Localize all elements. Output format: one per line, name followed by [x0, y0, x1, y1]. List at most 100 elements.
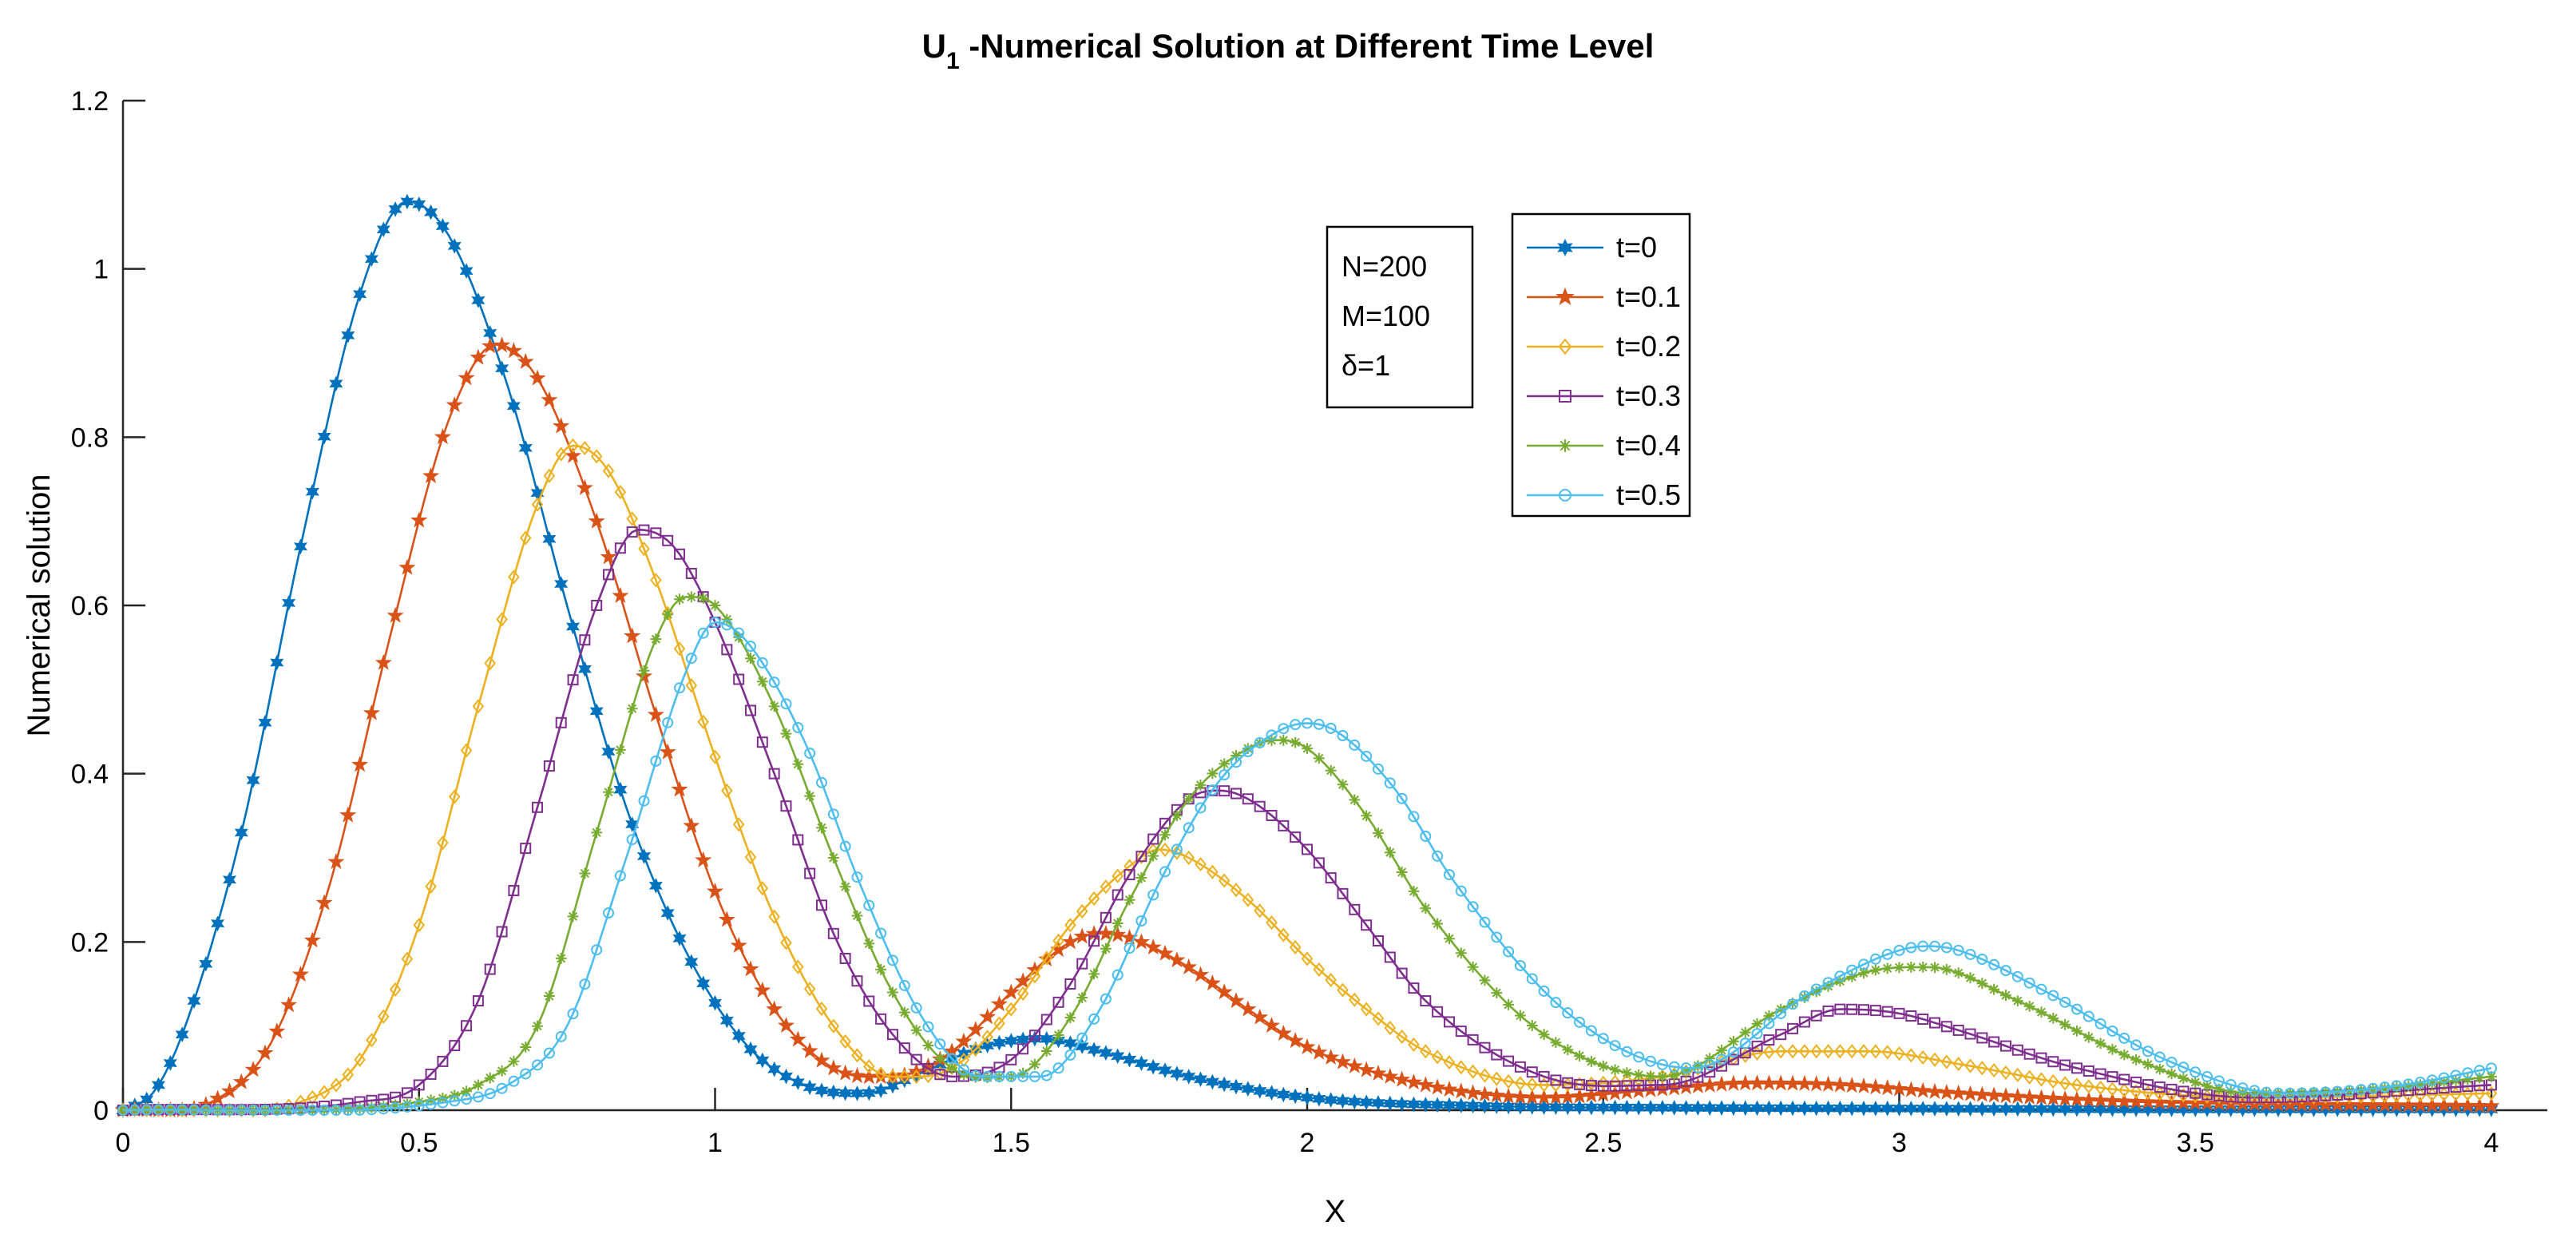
- data-point-marker: [117, 1105, 129, 1116]
- data-point-marker: [602, 463, 615, 478]
- data-point-marker: [2023, 1101, 2037, 1117]
- data-point-marker: [1633, 1069, 1645, 1081]
- data-point-marker: [496, 926, 508, 938]
- chart-title-subscript: 1: [946, 48, 960, 74]
- data-point-marker: [1156, 944, 1174, 961]
- data-point-marker: [1372, 934, 1384, 946]
- series-line: [122, 528, 2492, 1112]
- data-point-marker: [2307, 1101, 2321, 1117]
- data-point-marker: [496, 1082, 508, 1094]
- data-point-marker: [341, 327, 355, 343]
- data-point-marker: [1029, 1058, 1040, 1070]
- data-point-marker: [1964, 1058, 1976, 1073]
- data-point-marker: [1515, 1010, 1526, 1022]
- data-point-marker: [342, 1105, 354, 1116]
- data-point-marker: [1680, 1062, 1692, 1074]
- data-point-marker: [1183, 850, 1195, 866]
- data-point-marker: [1902, 1081, 1920, 1097]
- data-point-marker: [1704, 1059, 1716, 1071]
- data-point-marker: [2474, 1065, 2486, 1077]
- data-point-marker: [1716, 1045, 1727, 1056]
- data-point-marker: [1135, 915, 1147, 927]
- data-point-marker: [402, 1097, 413, 1109]
- data-point-marker: [1088, 1013, 1100, 1025]
- data-point-marker: [151, 1077, 166, 1093]
- data-point-marker: [2249, 1085, 2261, 1097]
- data-point-marker: [221, 1082, 239, 1099]
- data-point-marker: [731, 1028, 746, 1044]
- data-point-marker: [224, 1105, 236, 1116]
- data-point-marker: [1798, 1016, 1810, 1028]
- data-point-marker: [2166, 1068, 2178, 1080]
- data-point-marker: [1916, 1101, 1930, 1117]
- annotation-line-n: N=200: [1342, 250, 1427, 283]
- data-point-marker: [354, 1052, 366, 1067]
- series-line: [122, 200, 2491, 1112]
- data-point-marker: [1763, 1010, 1775, 1022]
- data-point-marker: [898, 979, 910, 991]
- data-point-marker: [2094, 1101, 2108, 1117]
- data-point-marker: [1926, 1082, 1944, 1099]
- data-point-marker: [2094, 1080, 2106, 1096]
- x-tick-label: 2: [1300, 1128, 1315, 1158]
- data-point-marker: [733, 673, 745, 685]
- data-point-marker: [2225, 1085, 2237, 1097]
- data-point-marker: [1229, 1078, 1243, 1095]
- data-point-marker: [626, 834, 638, 846]
- data-point-marker: [410, 511, 428, 528]
- data-point-marker: [614, 542, 626, 554]
- data-point-marker: [2154, 1063, 2166, 1075]
- data-point-marker: [1159, 842, 1171, 858]
- data-point-marker: [756, 657, 768, 669]
- data-point-marker: [1879, 1079, 1896, 1096]
- data-point-marker: [1689, 1077, 1706, 1093]
- data-point-marker: [567, 1008, 579, 1020]
- data-point-marker: [1702, 1100, 1717, 1117]
- data-point-marker: [2190, 1077, 2201, 1088]
- data-point-marker: [1987, 1062, 2000, 1078]
- data-point-marker: [1916, 1050, 1929, 1065]
- data-point-marker: [1774, 1044, 1787, 1059]
- data-point-marker: [2117, 1101, 2131, 1117]
- data-point-marker: [1124, 869, 1135, 881]
- data-point-marker: [1892, 1101, 1907, 1117]
- data-point-marker: [2070, 1101, 2084, 1117]
- data-point-marker: [1760, 1074, 1777, 1091]
- data-point-marker: [780, 698, 792, 710]
- data-point-marker: [506, 398, 521, 415]
- data-point-marker: [732, 817, 745, 832]
- legend-label: t=0.5: [1616, 478, 1681, 511]
- data-point-marker: [910, 1069, 922, 1085]
- data-point-marker: [2035, 1052, 2047, 1064]
- data-point-marker: [1976, 1032, 1988, 1044]
- data-point-marker: [827, 1018, 840, 1034]
- data-point-marker: [437, 1097, 449, 1109]
- series-markers: [117, 617, 2497, 1116]
- data-point-marker: [1973, 1085, 1991, 1102]
- data-point-marker: [1526, 973, 1538, 985]
- data-point-marker: [767, 1061, 782, 1077]
- data-point-marker: [448, 789, 461, 804]
- data-point-marker: [1501, 1098, 1516, 1115]
- data-point-marker: [1064, 978, 1076, 990]
- data-point-marker: [1479, 1042, 1491, 1053]
- data-point-marker: [1349, 903, 1361, 915]
- data-point-marker: [577, 661, 592, 677]
- data-point-marker: [164, 1102, 176, 1118]
- data-point-marker: [946, 1053, 958, 1065]
- data-point-marker: [1631, 1099, 1646, 1116]
- data-point-marker: [280, 996, 298, 1013]
- data-point-marker: [1432, 1006, 1444, 1018]
- data-point-marker: [1858, 958, 1870, 970]
- data-point-marker: [626, 526, 638, 538]
- data-point-marker: [1950, 1084, 1968, 1101]
- data-point-marker: [293, 538, 307, 555]
- data-point-marker: [1443, 1016, 1455, 1028]
- data-point-marker: [768, 909, 780, 924]
- data-point-marker: [1491, 1049, 1503, 1061]
- data-point-marker: [1073, 927, 1091, 944]
- data-point-marker: [969, 1069, 981, 1081]
- data-point-marker: [342, 1067, 355, 1082]
- data-point-marker: [851, 1048, 863, 1063]
